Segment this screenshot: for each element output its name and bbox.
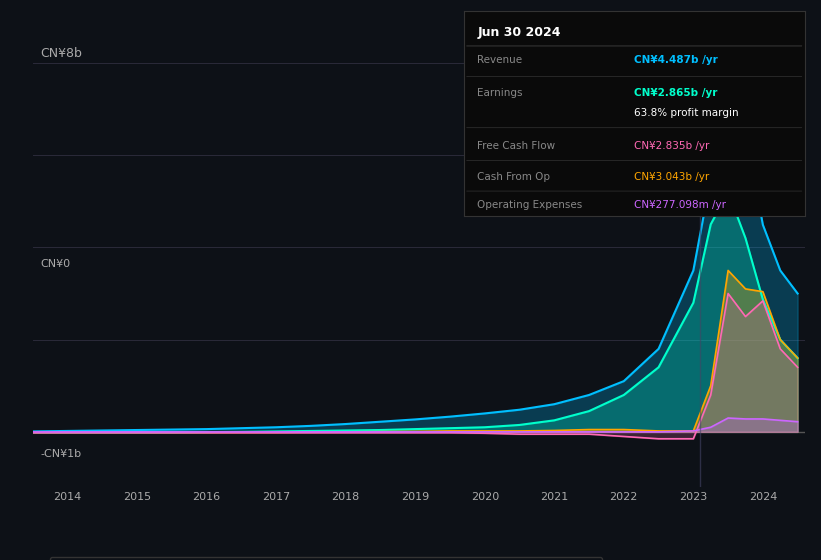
Text: CN¥2.835b /yr: CN¥2.835b /yr <box>635 141 709 151</box>
Text: CN¥4.487b /yr: CN¥4.487b /yr <box>635 55 718 66</box>
Text: CN¥2.865b /yr: CN¥2.865b /yr <box>635 88 718 98</box>
Text: Jun 30 2024: Jun 30 2024 <box>478 26 561 39</box>
Text: Earnings: Earnings <box>478 88 523 98</box>
Text: Cash From Op: Cash From Op <box>478 172 551 182</box>
Text: CN¥277.098m /yr: CN¥277.098m /yr <box>635 200 727 211</box>
Text: Operating Expenses: Operating Expenses <box>478 200 583 211</box>
Text: CN¥3.043b /yr: CN¥3.043b /yr <box>635 172 709 182</box>
Text: 63.8% profit margin: 63.8% profit margin <box>635 109 739 118</box>
Legend: Revenue, Earnings, Free Cash Flow, Cash From Op, Operating Expenses: Revenue, Earnings, Free Cash Flow, Cash … <box>50 557 603 560</box>
Text: CN¥8b: CN¥8b <box>40 48 82 60</box>
Text: CN¥0: CN¥0 <box>40 259 71 269</box>
Text: Free Cash Flow: Free Cash Flow <box>478 141 556 151</box>
Text: -CN¥1b: -CN¥1b <box>40 449 81 459</box>
Text: Revenue: Revenue <box>478 55 523 66</box>
